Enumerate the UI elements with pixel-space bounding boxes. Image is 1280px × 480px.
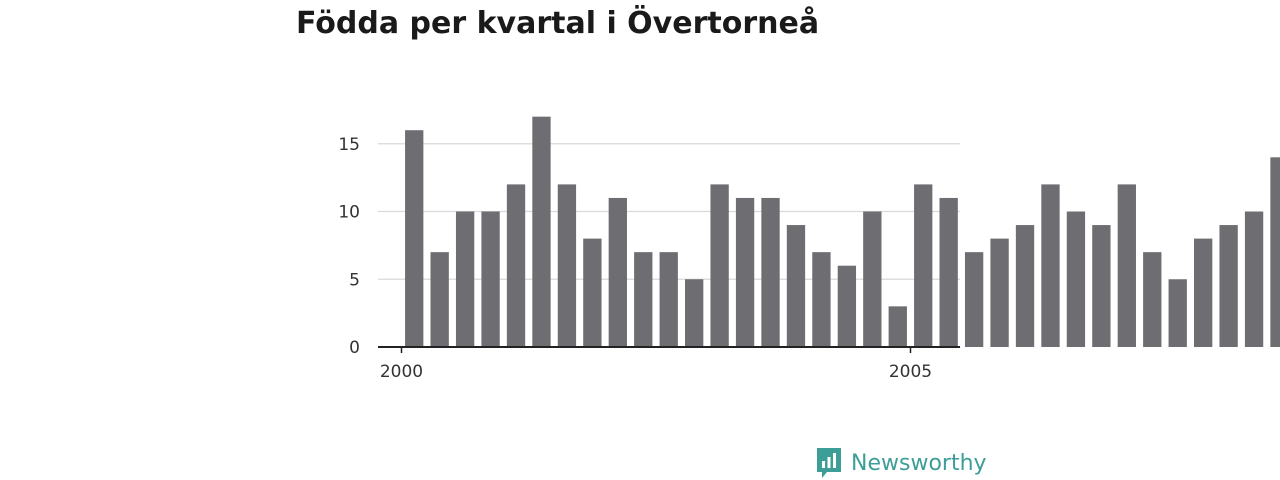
bar [532, 116, 551, 348]
y-tick-label-10: 10 [338, 203, 360, 223]
bar [1015, 225, 1035, 347]
bar [1066, 211, 1086, 347]
bars [405, 116, 1280, 348]
x-tick-label-2000: 2000 [380, 362, 423, 382]
bar [481, 211, 500, 347]
bar [1244, 211, 1264, 347]
bar [812, 252, 831, 347]
bar [506, 184, 526, 347]
bar [837, 265, 857, 347]
x-tick-label-2005: 2005 [889, 362, 932, 382]
bar [863, 211, 882, 347]
y-tick-label-15: 15 [338, 135, 360, 155]
chart-title: Födda per kvartal i Övertorneå [296, 6, 820, 41]
bar [1092, 225, 1111, 347]
bar [1117, 184, 1136, 347]
bar [1194, 238, 1213, 347]
bar [557, 184, 577, 347]
bar [659, 252, 678, 347]
y-tick-label-5: 5 [349, 270, 360, 290]
bar [405, 130, 424, 347]
bar [1168, 279, 1187, 347]
bar [1143, 252, 1162, 347]
bar [1041, 184, 1060, 347]
bar [761, 197, 780, 347]
bar [1219, 225, 1238, 347]
bar [634, 252, 653, 347]
y-tick-label-0: 0 [349, 338, 360, 358]
bar [430, 252, 449, 347]
axes [378, 346, 960, 353]
bar [990, 238, 1009, 347]
bar [685, 279, 704, 347]
newsworthy-logo-icon [817, 448, 841, 478]
bar [455, 211, 475, 347]
bar [1270, 157, 1280, 347]
bar [735, 197, 755, 347]
bar [939, 197, 958, 347]
bar [888, 306, 907, 347]
newsworthy-brand: Newsworthy [815, 446, 987, 480]
bar [608, 197, 627, 347]
bar [583, 238, 602, 347]
brand-name: Newsworthy [851, 450, 987, 476]
bar [964, 252, 984, 347]
bar [786, 225, 806, 347]
bar [710, 184, 729, 347]
bar [914, 184, 933, 347]
tick-labels: 0510156200020052010201520202025 [338, 135, 932, 382]
